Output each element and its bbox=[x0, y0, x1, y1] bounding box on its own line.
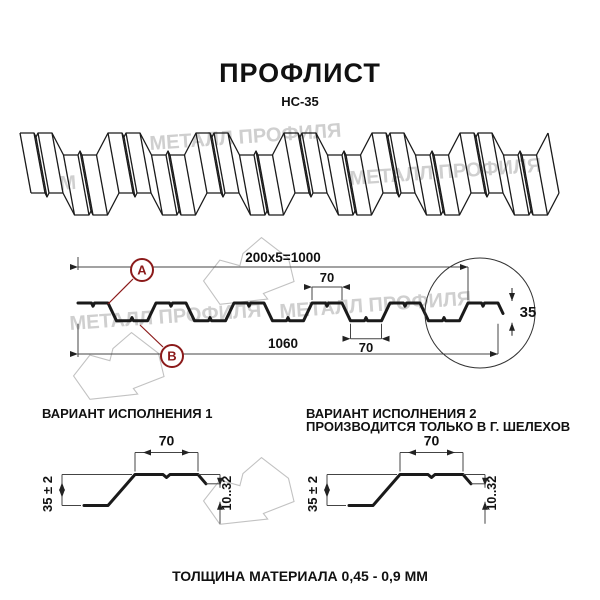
svg-text:A: A bbox=[137, 263, 147, 278]
svg-text:70: 70 bbox=[320, 270, 334, 285]
svg-text:B: B bbox=[167, 349, 176, 364]
svg-text:70: 70 bbox=[424, 433, 440, 449]
svg-text:10..32: 10..32 bbox=[485, 476, 499, 511]
svg-text:35 ± 2: 35 ± 2 bbox=[305, 476, 320, 512]
svg-text:70: 70 bbox=[359, 340, 373, 355]
svg-text:1060: 1060 bbox=[268, 336, 298, 351]
svg-text:70: 70 bbox=[159, 433, 175, 449]
svg-text:35: 35 bbox=[520, 304, 537, 321]
svg-text:200х5=1000: 200х5=1000 bbox=[245, 250, 320, 265]
svg-text:10..32: 10..32 bbox=[220, 476, 234, 511]
svg-text:35 ± 2: 35 ± 2 bbox=[40, 476, 55, 512]
